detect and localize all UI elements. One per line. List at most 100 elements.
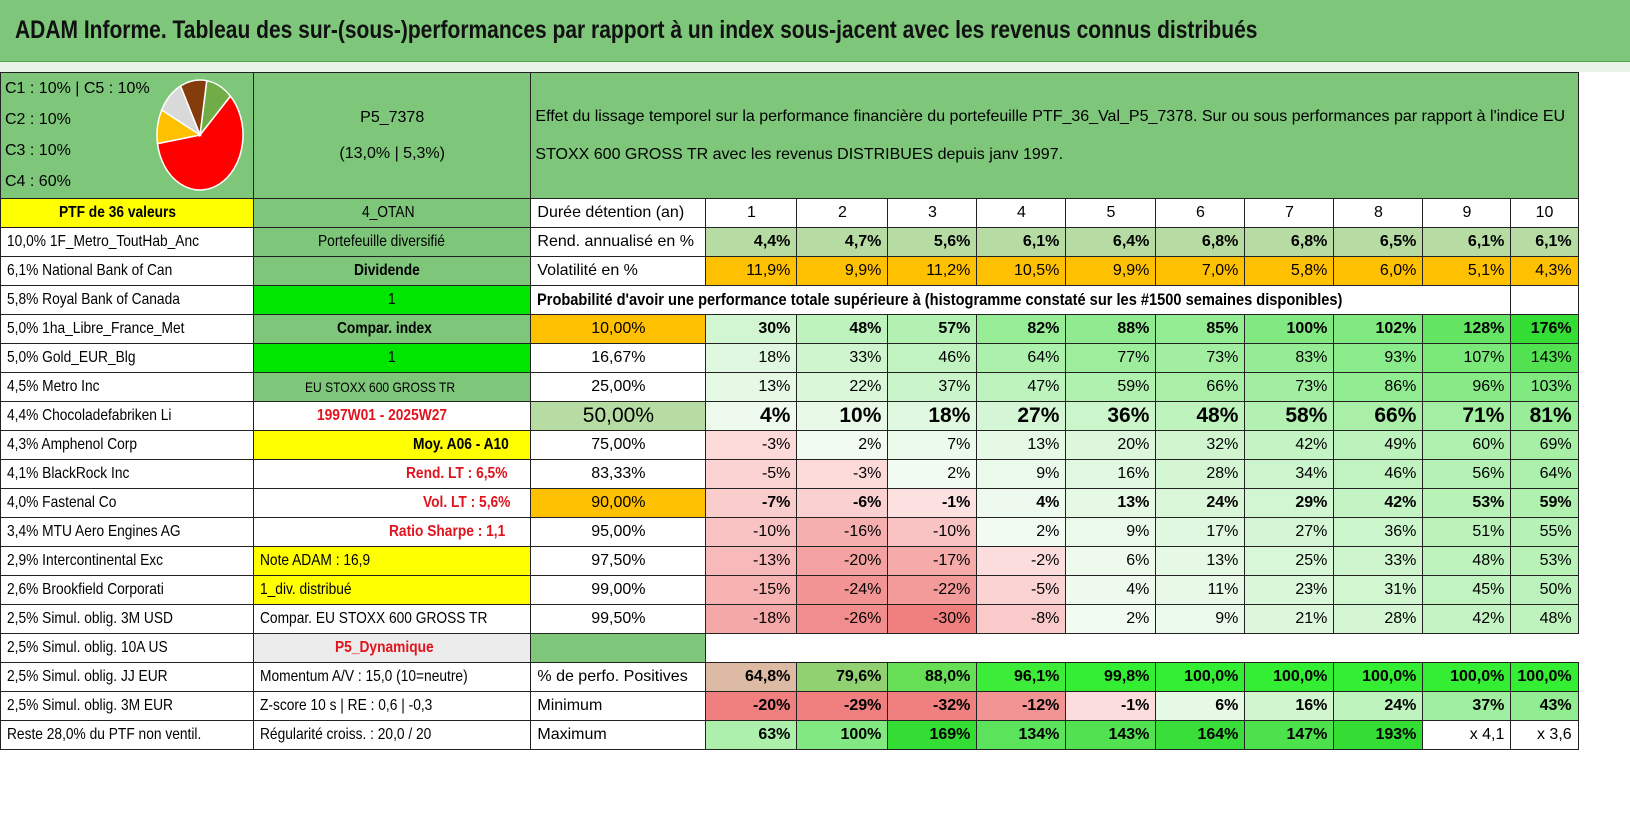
quantile-label-6: 90,00% bbox=[530, 488, 707, 518]
year-4: 4 bbox=[976, 198, 1067, 228]
quantile-0-1: 30% bbox=[705, 314, 798, 344]
positive-4: 96,1% bbox=[976, 662, 1067, 692]
vol-8: 6,0% bbox=[1333, 256, 1424, 286]
rend-3: 5,6% bbox=[887, 227, 978, 257]
holding-1: 10,0% 1F_Metro_ToutHab_Anc bbox=[0, 227, 254, 257]
quantile-label-1: 16,67% bbox=[530, 343, 707, 373]
legend-line-2: C2 : 10% bbox=[5, 111, 71, 128]
info-2: Dividende bbox=[252, 256, 532, 286]
quantile-4-7: 42% bbox=[1244, 430, 1335, 460]
quantile-label-4: 75,00% bbox=[530, 430, 707, 460]
rend-6: 6,8% bbox=[1155, 227, 1246, 257]
legend-line-4: C4 : 60% bbox=[5, 173, 71, 190]
holding-4: 5,0% 1ha_Libre_France_Met bbox=[0, 314, 254, 344]
quantile-9-9: 45% bbox=[1422, 575, 1512, 605]
quantile-label-2: 25,00% bbox=[530, 372, 707, 402]
quantile-9-1: -15% bbox=[705, 575, 798, 605]
table-row: 4,0% Fastenal Co Vol. LT : 5,6% 90,00% -7% -… bbox=[0, 488, 1579, 518]
quantile-7-7: 27% bbox=[1244, 517, 1335, 547]
vol-7: 5,8% bbox=[1244, 256, 1335, 286]
info-label: Z-score 10 s | RE : 0,6 | -0,3 bbox=[260, 697, 433, 714]
quantile-10-6: 9% bbox=[1155, 604, 1246, 634]
quantile-2-3: 37% bbox=[887, 372, 978, 402]
holding-label: 2,5% Simul. oblig. 3M EUR bbox=[7, 697, 173, 714]
year-7: 7 bbox=[1244, 198, 1335, 228]
positive-8: 100,0% bbox=[1333, 662, 1424, 692]
quantile-7-4: 2% bbox=[976, 517, 1067, 547]
quantile-1-5: 77% bbox=[1065, 343, 1157, 373]
title-band bbox=[0, 62, 1630, 72]
holding-label: 2,5% Simul. oblig. 10A US bbox=[7, 639, 168, 656]
quantile-9-10: 50% bbox=[1510, 575, 1579, 605]
quantile-3-6: 48% bbox=[1155, 401, 1246, 431]
holding-label: 2,6% Brookfield Corporati bbox=[7, 581, 164, 598]
table-row: 10,0% 1F_Metro_ToutHab_Anc Portefeuille d… bbox=[0, 227, 1579, 257]
holding-2: 6,1% National Bank of Can bbox=[0, 256, 254, 286]
holding-3: 5,8% Royal Bank of Canada bbox=[0, 285, 254, 315]
info-15: P5_Dynamique bbox=[252, 633, 532, 663]
quantile-4-1: -3% bbox=[705, 430, 798, 460]
holding-8: 4,3% Amphenol Corp bbox=[0, 430, 254, 460]
quantile-4-4: 13% bbox=[976, 430, 1067, 460]
quantile-label-7: 95,00% bbox=[530, 517, 707, 547]
holding-label: 5,0% 1ha_Libre_France_Met bbox=[7, 320, 185, 337]
quantile-9-3: -22% bbox=[887, 575, 978, 605]
holding-10: 4,0% Fastenal Co bbox=[0, 488, 254, 518]
holding-5: 5,0% Gold_EUR_Blg bbox=[0, 343, 254, 373]
portfolio-id: P5_7378 (13,0% | 5,3%) bbox=[252, 72, 532, 199]
quantile-8-3: -17% bbox=[887, 546, 978, 576]
positive-5: 99,8% bbox=[1065, 662, 1157, 692]
holding-label: 2,9% Intercontinental Exc bbox=[7, 552, 164, 569]
quantile-6-7: 29% bbox=[1244, 488, 1335, 518]
positives-label: % de perfo. Positives bbox=[530, 662, 707, 692]
quantile-2-5: 59% bbox=[1065, 372, 1157, 402]
composition-pie-chart bbox=[156, 79, 244, 191]
quantile-6-10: 59% bbox=[1510, 488, 1579, 518]
holding-15: 2,5% Simul. oblig. 10A US bbox=[0, 633, 254, 663]
spacer-empty bbox=[706, 634, 1578, 663]
holding-label: 4,1% BlackRock Inc bbox=[7, 465, 130, 482]
vol-2: 9,9% bbox=[796, 256, 889, 286]
info-14: Compar. EU STOXX 600 GROSS TR bbox=[252, 604, 532, 634]
quantile-10-4: -8% bbox=[976, 604, 1067, 634]
quantile-7-10: 55% bbox=[1510, 517, 1579, 547]
table-row: 4,3% Amphenol Corp Moy. A06 - A10 75,00% -3… bbox=[0, 430, 1579, 460]
table-row: 4,1% BlackRock Inc Rend. LT : 6,5% 83,33% -… bbox=[0, 459, 1579, 489]
quantile-3-2: 10% bbox=[796, 401, 889, 431]
quantile-4-5: 20% bbox=[1065, 430, 1157, 460]
maximum-1: 63% bbox=[705, 720, 798, 750]
maximum-2: 100% bbox=[796, 720, 889, 750]
table-row: 2,9% Intercontinental Exc Note ADAM : 16,… bbox=[0, 546, 1579, 576]
holding-0: PTF de 36 valeurs bbox=[0, 198, 254, 228]
quantile-9-2: -24% bbox=[796, 575, 889, 605]
holding-9: 4,1% BlackRock Inc bbox=[0, 459, 254, 489]
vol-9: 5,1% bbox=[1422, 256, 1512, 286]
quantile-10-9: 42% bbox=[1422, 604, 1512, 634]
rend-5: 6,4% bbox=[1065, 227, 1157, 257]
portfolio-stats: (13,0% | 5,3%) bbox=[339, 144, 445, 162]
quantile-label-8: 97,50% bbox=[530, 546, 707, 576]
pie-slice-c4 bbox=[156, 94, 244, 191]
vol-3: 11,2% bbox=[887, 256, 978, 286]
quantile-0-5: 88% bbox=[1065, 314, 1157, 344]
rend-8: 6,5% bbox=[1333, 227, 1424, 257]
rend-4: 6,1% bbox=[976, 227, 1067, 257]
quantile-4-2: 2% bbox=[796, 430, 889, 460]
quantile-5-7: 34% bbox=[1244, 459, 1335, 489]
rend-2: 4,7% bbox=[796, 227, 889, 257]
prob-heading-text: Probabilité d'avoir une performance tota… bbox=[537, 290, 1343, 309]
year-10: 10 bbox=[1510, 198, 1579, 228]
quantile-5-8: 46% bbox=[1333, 459, 1424, 489]
quantile-2-2: 22% bbox=[796, 372, 889, 402]
quantile-label-0: 10,00% bbox=[530, 314, 707, 344]
quantile-6-5: 13% bbox=[1065, 488, 1157, 518]
quantile-2-10: 103% bbox=[1510, 372, 1579, 402]
positive-2: 79,6% bbox=[796, 662, 889, 692]
maximum-9: x 4,1 bbox=[1422, 720, 1512, 750]
year-6: 6 bbox=[1155, 198, 1246, 228]
quantile-8-2: -20% bbox=[796, 546, 889, 576]
info-16: Momentum A/V : 15,0 (10=neutre) bbox=[252, 662, 532, 692]
quantile-3-4: 27% bbox=[976, 401, 1067, 431]
quantile-6-8: 42% bbox=[1333, 488, 1424, 518]
quantile-0-10: 176% bbox=[1510, 314, 1579, 344]
